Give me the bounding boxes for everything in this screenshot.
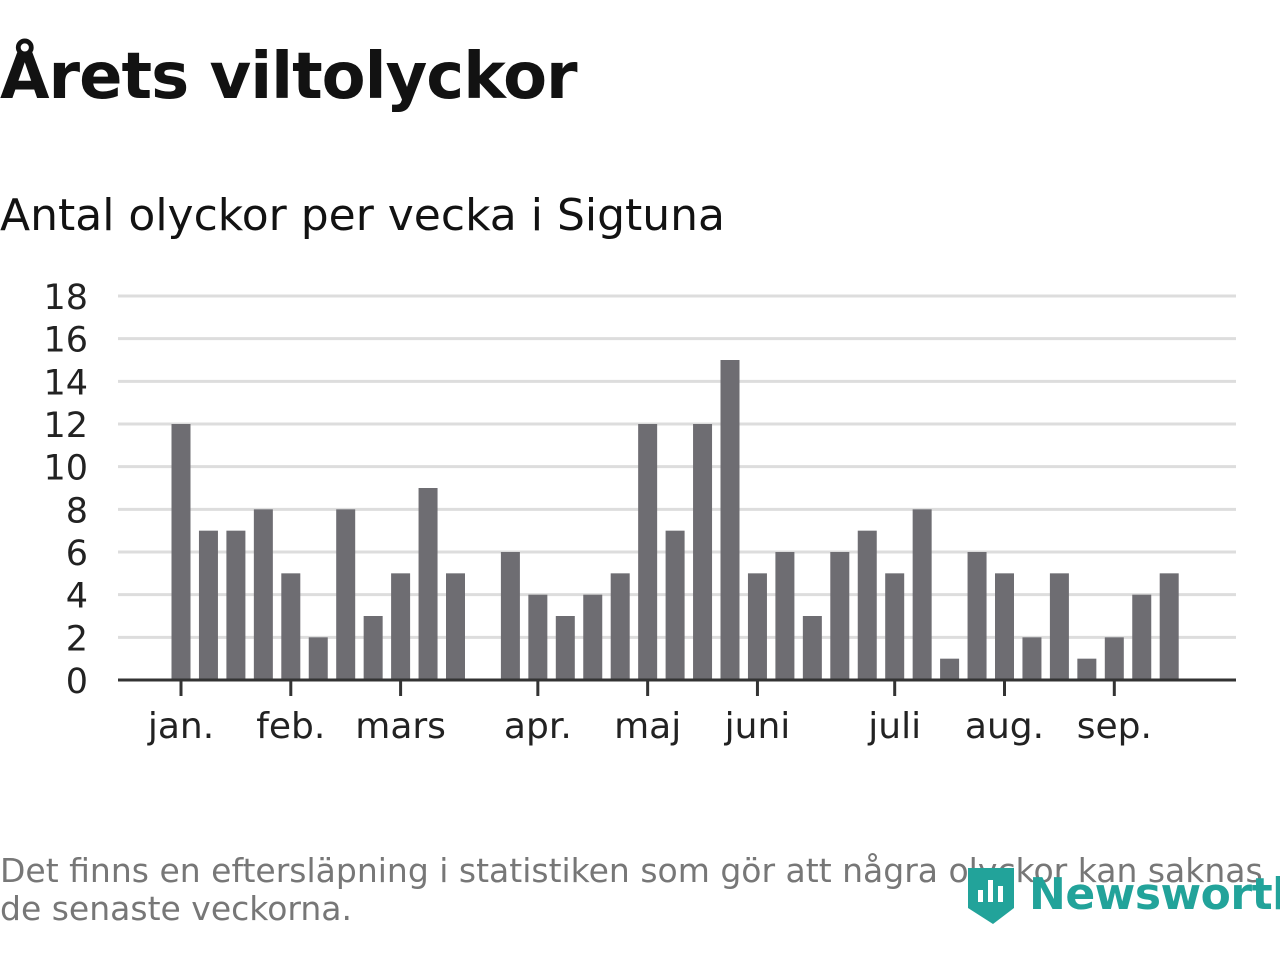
bar [528, 594, 548, 680]
x-tick-label: sep. [1077, 706, 1152, 747]
bar [555, 616, 575, 680]
bar [253, 509, 273, 680]
y-tick-label: 12 [43, 406, 88, 446]
x-tick-label: aug. [965, 706, 1044, 747]
bar [693, 424, 713, 680]
y-tick-label: 0 [66, 662, 88, 702]
bar [775, 552, 795, 680]
bar [1104, 637, 1124, 680]
bar [391, 573, 411, 680]
bar [1132, 594, 1152, 680]
footnote: Det finns en eftersläpning i statistiken… [0, 851, 1263, 928]
bar [802, 616, 822, 680]
y-tick-label: 4 [66, 577, 88, 617]
x-tick-label: feb. [256, 706, 325, 747]
bar [995, 573, 1014, 680]
bar [1022, 637, 1042, 680]
bar [500, 552, 520, 680]
brand-logo: Newsworthy [965, 862, 1280, 926]
chart-subtitle: Antal olyckor per vecka i Sigtuna [0, 190, 726, 241]
bar [747, 573, 767, 680]
x-tick-label: maj [614, 706, 681, 747]
bar [446, 573, 465, 680]
bar [1049, 573, 1069, 680]
bar [363, 616, 383, 680]
x-tick-label: juni [724, 706, 791, 747]
y-tick-label: 8 [66, 491, 88, 531]
x-tick-label: juli [867, 706, 921, 747]
brand-name: Newsworthy [1029, 868, 1280, 920]
bar [198, 530, 218, 680]
bar [912, 509, 932, 680]
bar [885, 573, 905, 680]
bar [720, 360, 740, 680]
newsworthy-logo-icon [968, 868, 1014, 924]
x-tick-label: jan. [147, 706, 214, 747]
y-tick-label: 18 [43, 278, 88, 318]
y-tick-label: 2 [66, 619, 88, 659]
bar [1159, 573, 1179, 680]
y-tick-label: 10 [43, 449, 88, 489]
bar [308, 637, 328, 680]
chart-title: Årets viltolyckor [0, 40, 578, 114]
bar [226, 530, 246, 680]
bar [665, 530, 685, 680]
bar [336, 509, 356, 680]
bar [583, 594, 603, 680]
bar [1077, 658, 1097, 680]
bar [610, 573, 630, 680]
bar [830, 552, 850, 680]
x-tick-label: mars [355, 706, 446, 747]
bar [940, 658, 960, 680]
y-tick-label: 6 [66, 534, 88, 574]
y-tick-label: 14 [43, 363, 88, 403]
bar [281, 573, 301, 680]
bar [638, 424, 658, 680]
bar [967, 552, 987, 680]
bar [171, 424, 191, 680]
bar [857, 530, 877, 680]
bar [418, 488, 438, 680]
y-tick-label: 16 [43, 321, 88, 361]
x-tick-label: apr. [504, 706, 572, 747]
